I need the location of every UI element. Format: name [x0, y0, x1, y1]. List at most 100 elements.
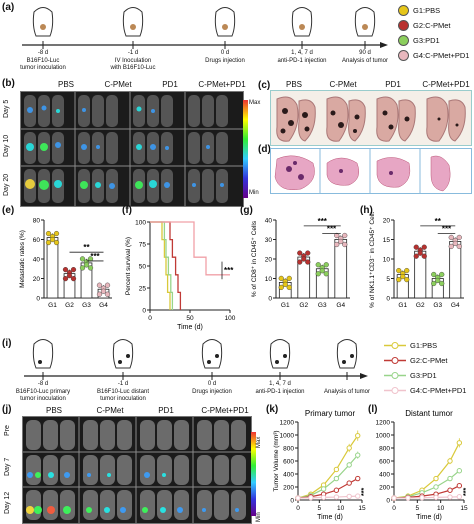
data-point [404, 267, 410, 274]
data-point [338, 238, 344, 245]
data-point [83, 262, 90, 268]
group-header-b: PD1 [162, 80, 178, 89]
data-point [305, 250, 311, 256]
data-point [405, 495, 411, 501]
data-point [342, 232, 348, 239]
x-tick-label: G1 [48, 302, 57, 309]
data-point [70, 276, 77, 282]
svg-e-y-tick-label: 60 [33, 237, 41, 244]
timeline-a-day-3: 0 d [220, 50, 230, 56]
chart-h: 0 5 10 15 20 % of NK1.1⁺CD3⁻ in CD45⁺ Cells G1… [369, 212, 464, 309]
x-tick-label: G3 [318, 302, 327, 309]
svg-g-y-tick-label: 0 [268, 296, 272, 303]
bar [334, 239, 348, 299]
x-tick-label: 0 [296, 505, 300, 512]
group-header-b: C-PMet [104, 80, 132, 89]
svg-k-y-tick-label: 0 [290, 498, 294, 505]
svg-l-y-tick-label: 200 [379, 485, 390, 492]
significance-label: *** [224, 266, 234, 275]
group-header-c: C-PMet [329, 80, 357, 89]
legend-a-item: G2:C-PMet [398, 18, 469, 33]
panel-label-d: (d) [258, 144, 271, 155]
data-point [448, 234, 454, 241]
x-tick-label: G2 [65, 302, 74, 309]
significance-label: *** [90, 252, 100, 261]
svg-f-y-tick-label: 0 [142, 308, 146, 315]
legend-i-item: G1:PBS [384, 338, 466, 353]
data-point [419, 495, 425, 501]
data-point [431, 271, 437, 278]
panel-label-h: (h) [360, 205, 373, 216]
timeline-i-event-5: Analysis of tumor [323, 389, 371, 395]
data-point [447, 458, 453, 464]
x-tick-label: 100 [225, 315, 236, 322]
svg-h-y-tick-label: 0 [386, 296, 390, 303]
ivis-mice-b [21, 92, 243, 206]
data-point [417, 250, 423, 256]
x-tick-label: G4 [99, 302, 108, 309]
data-point [346, 445, 352, 451]
x-tick-label: 5 [318, 505, 322, 512]
significance-label: *** [327, 225, 337, 234]
colorbar-b-max: Max [249, 100, 261, 106]
data-point [333, 494, 340, 500]
svg-f-y-tick-label: 75 [139, 242, 147, 249]
significance-label: *** [361, 488, 368, 496]
bar [46, 237, 59, 299]
data-point [320, 486, 327, 492]
timeline-a-event-1: B16F10-Luc tumor inoculation [20, 58, 66, 71]
data-point [87, 265, 94, 271]
x-tick-label: 5 [416, 505, 420, 512]
row-label-b: Day 10 [3, 134, 10, 157]
x-tick-label: G4 [451, 302, 460, 309]
timeline-a-event-2: IV Inoculation with B16F10-Luc [110, 58, 156, 71]
data-point [53, 230, 60, 237]
significance-label: ** [83, 243, 90, 252]
significance-label: ** [435, 217, 442, 226]
legend-i: G1:PBS G2:C-PMet G3:PD1 G4:C-PMet+PD1 [384, 338, 466, 398]
svg-h-y-tick-label: 20 [383, 218, 391, 225]
data-point [79, 265, 86, 271]
legend-line-marker [384, 387, 406, 394]
data-point [413, 253, 419, 259]
data-point [456, 243, 462, 250]
data-point [355, 493, 361, 499]
chart-g: 0 10 20 30 40 % of CD8⁺ in CD45⁺ Cells G1 G2 G3 G… [251, 217, 350, 309]
data-point [62, 276, 69, 282]
data-point [447, 475, 453, 482]
svg-e-y-tick-label: 0 [36, 296, 40, 303]
svg-l-y-tick-label: 600 [379, 459, 390, 466]
data-point [355, 432, 361, 439]
lung-drawings [276, 96, 466, 142]
data-point [323, 262, 329, 268]
data-point [79, 256, 86, 262]
data-point [305, 259, 311, 265]
legend-dot [398, 5, 409, 16]
svg-l-y-tick-label: 400 [379, 472, 390, 479]
data-point [315, 262, 321, 268]
data-point [452, 240, 458, 247]
x-tick-label: 10 [437, 505, 445, 512]
group-header-j: PBS [45, 406, 62, 415]
colorbar-j-max: Max [256, 436, 262, 448]
timeline-i-day-3: 0 d [207, 381, 217, 387]
x-axis-label: Time (d) [416, 514, 442, 521]
chart-title: Distant tumor [405, 409, 453, 418]
timeline-i-event-1: B16F10-Luc primary tumor inoculation [15, 389, 71, 402]
data-point [49, 236, 56, 243]
mouse-icon [32, 339, 54, 369]
data-point [282, 281, 288, 288]
panel-label-f: (f) [122, 205, 132, 216]
svg-k-y-tick-label: 600 [283, 459, 294, 466]
survival-curve [150, 221, 182, 310]
x-tick-label: G4 [336, 302, 345, 309]
svg-g-y-tick-label: 40 [265, 218, 273, 225]
data-point [96, 291, 103, 297]
x-tick-label: G1 [281, 302, 290, 309]
data-point [286, 284, 292, 291]
timeline-i-event-4: anti-PD-1 injection [255, 389, 305, 395]
data-point [66, 273, 73, 279]
x-tick-label: 0 [392, 505, 396, 512]
legend-dot [398, 35, 409, 46]
